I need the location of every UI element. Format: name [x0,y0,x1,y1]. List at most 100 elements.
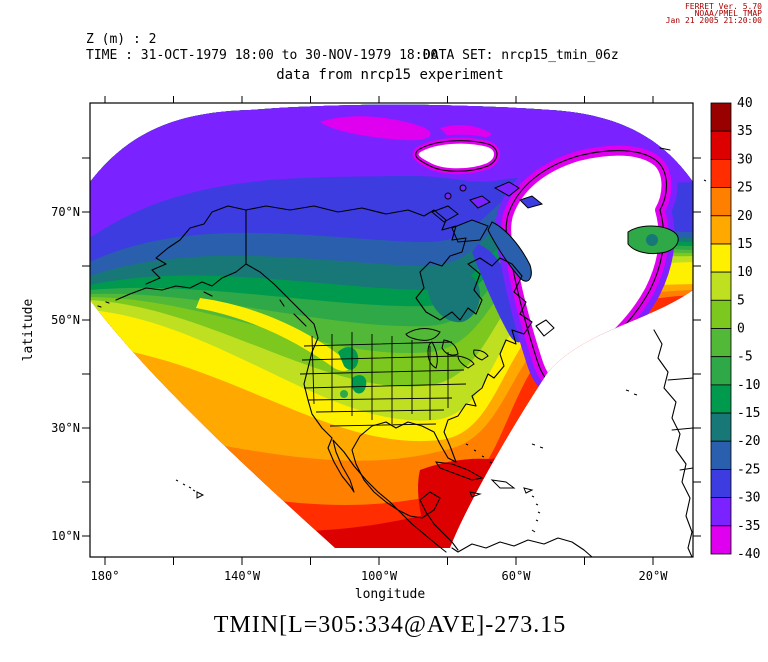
z-level-label: Z (m) : 2 [86,32,157,47]
band-m35-m30 [90,104,693,238]
baffin-island [487,221,532,282]
colorbar-label-0: 0 [737,322,745,337]
colorbar-cell-m35-m30 [710,497,732,527]
alaska-northwest-coast [145,205,247,285]
plot-subtitle: data from nrcp15 experiment [276,67,504,83]
colorbar-cell-15-20 [710,215,732,245]
us-state-borders [299,332,467,427]
colorbar-label-m35: -35 [737,519,760,534]
x-axis-label: longitude [355,587,426,602]
puerto-rico-outline [523,487,534,494]
colorbar-cell-5-10 [710,271,732,301]
stamp-line-1: FERRET Ver. 5.70 [684,2,762,11]
lake-huron [441,339,459,356]
patch-deep-red-caribbean [418,458,556,545]
ocean-islands [175,179,707,499]
cape-verde-islands [531,443,544,449]
kodiak-island [203,291,213,297]
pacific-coast-alaska-to-panama [115,263,447,553]
lake-erie [457,355,475,369]
banks-island [431,205,459,223]
aleutian-islands [97,301,110,308]
colorbar-label-m5: -5 [737,350,753,365]
patch-rockies-cold-2 [352,375,367,394]
ferret-version-stamp: FERRET Ver. 5.70 NOAA/PMEL TMAP Jan 21 2… [665,2,762,25]
africa-borders [667,377,694,471]
x-tick-20w: 20°W [639,569,669,583]
bahamas-dots [465,443,493,464]
great-lakes [405,328,489,369]
colorbar-label-20: 20 [737,209,753,224]
colorbar-cell-m30-m25 [710,468,732,498]
colorbar-cell-m15-m10 [710,384,732,414]
time-range-label: TIME : 31-OCT-1979 18:00 to 30-NOV-1979 … [86,48,439,63]
colorbar-label-10: 10 [737,265,753,280]
iceland [627,225,679,255]
lake-ontario [473,349,489,361]
lesser-antilles-dots [531,495,541,533]
stamp-line-2: NOAA/PMEL TMAP [694,9,762,18]
x-tick-180: 180° [91,569,120,583]
colorbar-cell-30-35 [710,130,732,160]
south-america-north-coast [451,537,593,558]
x-tick-100w: 100°W [361,569,398,583]
colorbar-label-5: 5 [737,293,745,308]
ellesmere-island [409,134,503,178]
iceland-interior-cold [646,234,658,246]
hawaii-islands [175,479,205,499]
island-4 [444,192,452,200]
colorbar-label-m15: -15 [737,406,760,421]
colorbar-label-m10: -10 [737,378,760,393]
y-axis-label: latitude [21,299,36,362]
svalbard-fragment [659,147,671,151]
contour-field [90,104,693,548]
stamp-line-3: Jan 21 2005 21:20:00 [665,16,762,25]
greenland-coastline [505,150,668,384]
greenland [495,139,678,395]
axis-ticks [82,96,701,565]
colorbar-cell-m25-m20 [710,440,732,470]
colorbar-cell-m20-m15 [710,412,732,442]
arctic-hudson-atlantic-coast [245,205,533,551]
africa-west-coast [653,329,693,558]
canary-islands [625,389,638,396]
island-2 [493,181,520,197]
island-5 [459,184,467,192]
colorbar-labels: 40 35 30 25 20 15 10 5 0 -5 -10 -15 -20 … [737,96,760,562]
plot-frame [89,102,694,558]
colorbar-cell-m5-0 [710,328,732,358]
island-1 [469,195,491,209]
colorbar-label-40: 40 [737,96,753,111]
colorbar-cell-m40-m35 [710,525,732,555]
hispaniola-outline [490,479,516,489]
colorbar-label-m30: -30 [737,491,760,506]
colorbar-label-m20: -20 [737,434,760,449]
lake-michigan [427,341,438,369]
colorbar-cell-m10-m5 [710,356,732,386]
colorbar-label-m40: -40 [737,547,760,562]
colorbar-label-15: 15 [737,237,753,252]
colorbar-cell-0-5 [710,299,732,329]
colorbar-label-25: 25 [737,181,753,196]
colorbar-label-30: 30 [737,152,753,167]
island-3 [519,195,544,209]
cuba-outline [434,461,484,481]
vancouver-island [293,313,307,327]
colorbar-cell-35-40 [710,102,732,132]
colorbar-cell-20-25 [710,187,732,217]
x-tick-60w: 60°W [502,569,532,583]
colorbar-label-35: 35 [737,124,753,139]
lake-superior [405,328,441,341]
newfoundland-island [535,319,555,337]
y-tick-50n: 50°N [51,313,80,327]
patch-rockies-cold-1 [338,347,359,370]
arctic-archipelago [431,181,544,282]
colorbar-cell-10-15 [710,243,732,273]
patch-rockies-cold-3 [340,390,348,398]
colorbar-cell-25-30 [710,158,732,188]
patch-magenta-arctic-1 [320,116,431,141]
x-tick-140w: 140°W [224,569,261,583]
bermuda-dot [703,179,707,182]
